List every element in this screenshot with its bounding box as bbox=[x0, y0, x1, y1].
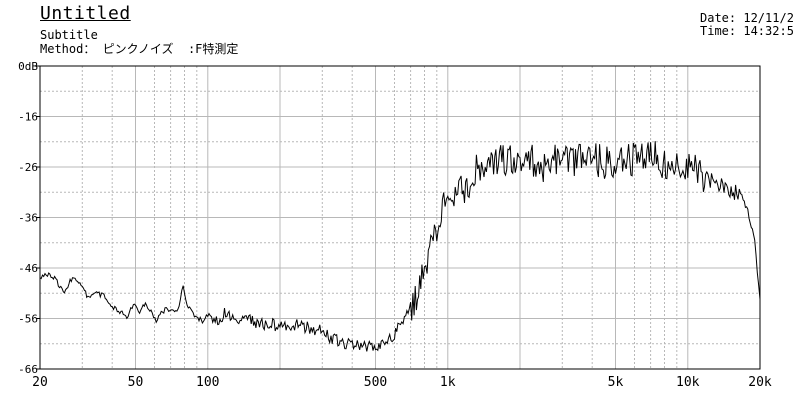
series-layer bbox=[39, 141, 761, 352]
x-tick-label: 50 bbox=[128, 375, 144, 390]
grid-layer bbox=[40, 66, 760, 369]
method-value: ピンクノイズ :F特測定 bbox=[95, 42, 239, 56]
y-tick-label: -16 bbox=[18, 111, 38, 124]
y-tick-label: -66 bbox=[18, 363, 38, 376]
y-tick-label: -46 bbox=[18, 262, 38, 275]
chart-title: Untitled bbox=[40, 3, 131, 24]
y-tick-label: -36 bbox=[18, 212, 38, 225]
date-label: Date: 12/11/2 bbox=[700, 11, 794, 25]
x-tick-label: 5k bbox=[608, 375, 624, 390]
x-tick-label: 1k bbox=[440, 375, 456, 390]
measurement-meta: Date: 12/11/2 Time: 14:32:5 bbox=[700, 12, 794, 38]
x-tick-label: 10k bbox=[676, 375, 700, 390]
y-tick-label: -26 bbox=[18, 161, 38, 174]
x-tick-label: 20 bbox=[32, 375, 48, 390]
time-label: Time: 14:32:5 bbox=[700, 24, 794, 38]
y-tick-label: -56 bbox=[18, 313, 38, 326]
y-tick-label: 0dB bbox=[18, 60, 38, 73]
x-tick-label: 500 bbox=[364, 375, 387, 390]
method-line: Method： ピンクノイズ :F特測定 bbox=[40, 40, 238, 57]
x-tick-label: 100 bbox=[196, 375, 219, 390]
y-axis-ticks: 0dB -16 -26 -36 -46 -56 -66 bbox=[18, 60, 40, 376]
method-label: Method： bbox=[40, 42, 96, 56]
response-series-line bbox=[39, 141, 761, 352]
x-tick-label: 20k bbox=[748, 375, 772, 390]
x-axis-ticks: 20 50 100 500 1k 5k 10k 20k bbox=[32, 375, 772, 390]
chart-subtitle: Subtitle bbox=[40, 28, 98, 42]
